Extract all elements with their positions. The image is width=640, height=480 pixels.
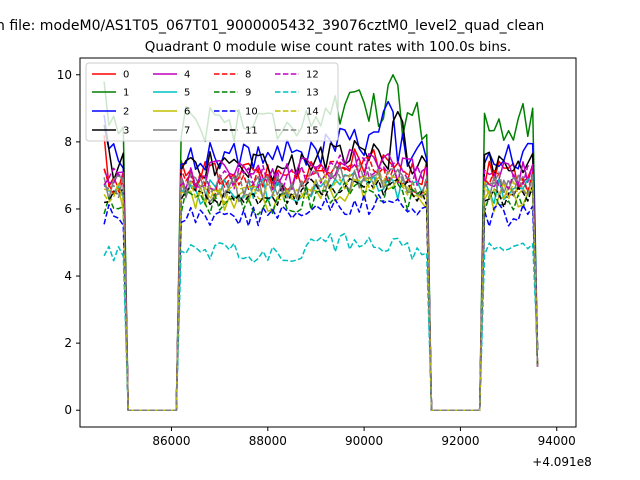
y-tick-label: 8 — [64, 135, 72, 149]
x-tick-label: 90000 — [345, 434, 383, 448]
series-layer — [103, 74, 539, 411]
y-tick-label: 10 — [57, 68, 72, 82]
x-tick-label: 94000 — [538, 434, 576, 448]
y-tick-label: 0 — [64, 403, 72, 417]
x-tick-label: 86000 — [152, 434, 190, 448]
chart-title: Quadrant 0 module wise count rates with … — [145, 39, 511, 55]
x-tick-label: 92000 — [441, 434, 479, 448]
legend-label-5: 5 — [184, 88, 190, 99]
figure-suptitle: n file: modeM0/AS1T05_067T01_9000005432_… — [0, 18, 544, 34]
y-axis: 0 2 4 6 8 10 — [57, 68, 80, 417]
y-tick-label: 2 — [64, 336, 72, 350]
legend-label-10: 10 — [245, 107, 258, 118]
x-offset-label: +4.091e8 — [532, 455, 591, 469]
y-tick-label: 4 — [64, 269, 72, 283]
plot-frame — [79, 57, 577, 428]
legend-label-15: 15 — [306, 126, 319, 137]
legend-label-6: 6 — [184, 107, 190, 118]
x-axis: 86000 88000 90000 92000 94000 — [152, 427, 576, 448]
y-tick-label: 6 — [64, 202, 72, 216]
legend-label-11: 11 — [245, 126, 258, 137]
legend-label-13: 13 — [306, 88, 319, 99]
series-15-line — [103, 162, 539, 411]
legend-label-8: 8 — [245, 70, 251, 81]
legend-label-2: 2 — [123, 107, 129, 118]
legend-label-3: 3 — [123, 126, 129, 137]
legend-label-1: 1 — [123, 88, 129, 99]
legend-label-0: 0 — [123, 70, 129, 81]
legend-label-12: 12 — [306, 70, 319, 81]
legend-label-9: 9 — [245, 88, 251, 99]
legend-label-14: 14 — [306, 107, 319, 118]
legend-label-7: 7 — [184, 126, 190, 137]
series-14-line — [103, 169, 539, 411]
x-tick-label: 88000 — [249, 434, 287, 448]
legend-label-4: 4 — [184, 70, 190, 81]
legend-box — [85, 62, 339, 142]
